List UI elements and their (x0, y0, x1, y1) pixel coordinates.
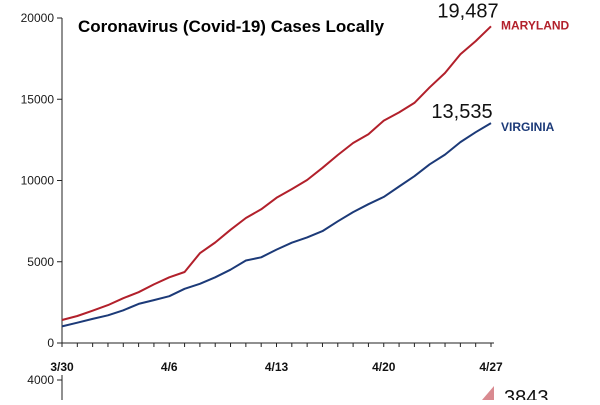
y-tick-label: 10000 (21, 174, 55, 188)
second-y-tick-label: 4000 (27, 373, 54, 387)
x-tick-label: 4/6 (161, 360, 178, 374)
end-value-maryland: 19,487 (437, 0, 498, 22)
y-tick-label: 15000 (21, 92, 55, 106)
main-line-chart: 0 5000 10000 15000 20000 3/30 4/6 4/13 4/20 4/27… (21, 0, 570, 374)
y-ticks: 0 5000 10000 15000 20000 (21, 11, 62, 350)
second-chart-marks: 4000 3843 (27, 373, 549, 405)
second-end-value: 3843 (504, 387, 549, 400)
series-line-virginia (61, 122, 492, 328)
y-tick-label: 5000 (27, 255, 54, 269)
x-tick-label: 4/27 (479, 360, 503, 374)
chart-title: Coronavirus (Covid-19) Cases Locally (78, 17, 385, 36)
second-series-line (482, 386, 494, 400)
series-name-virginia: VIRGINIA (501, 120, 555, 134)
x-tick-label: 4/13 (265, 360, 289, 374)
x-ticks: 3/30 4/6 4/13 4/20 4/27 (50, 343, 503, 374)
x-tick-label: 3/30 (50, 360, 74, 374)
y-tick-label: 20000 (21, 11, 55, 25)
series-line-maryland (61, 25, 492, 321)
second-chart-partial: 4000 3843 (27, 373, 549, 405)
y-tick-label: 0 (47, 336, 54, 350)
end-value-virginia: 13,535 (431, 101, 492, 123)
x-tick-label: 4/20 (372, 360, 396, 374)
series-lines (61, 25, 492, 328)
series-name-maryland: MARYLAND (501, 18, 570, 32)
